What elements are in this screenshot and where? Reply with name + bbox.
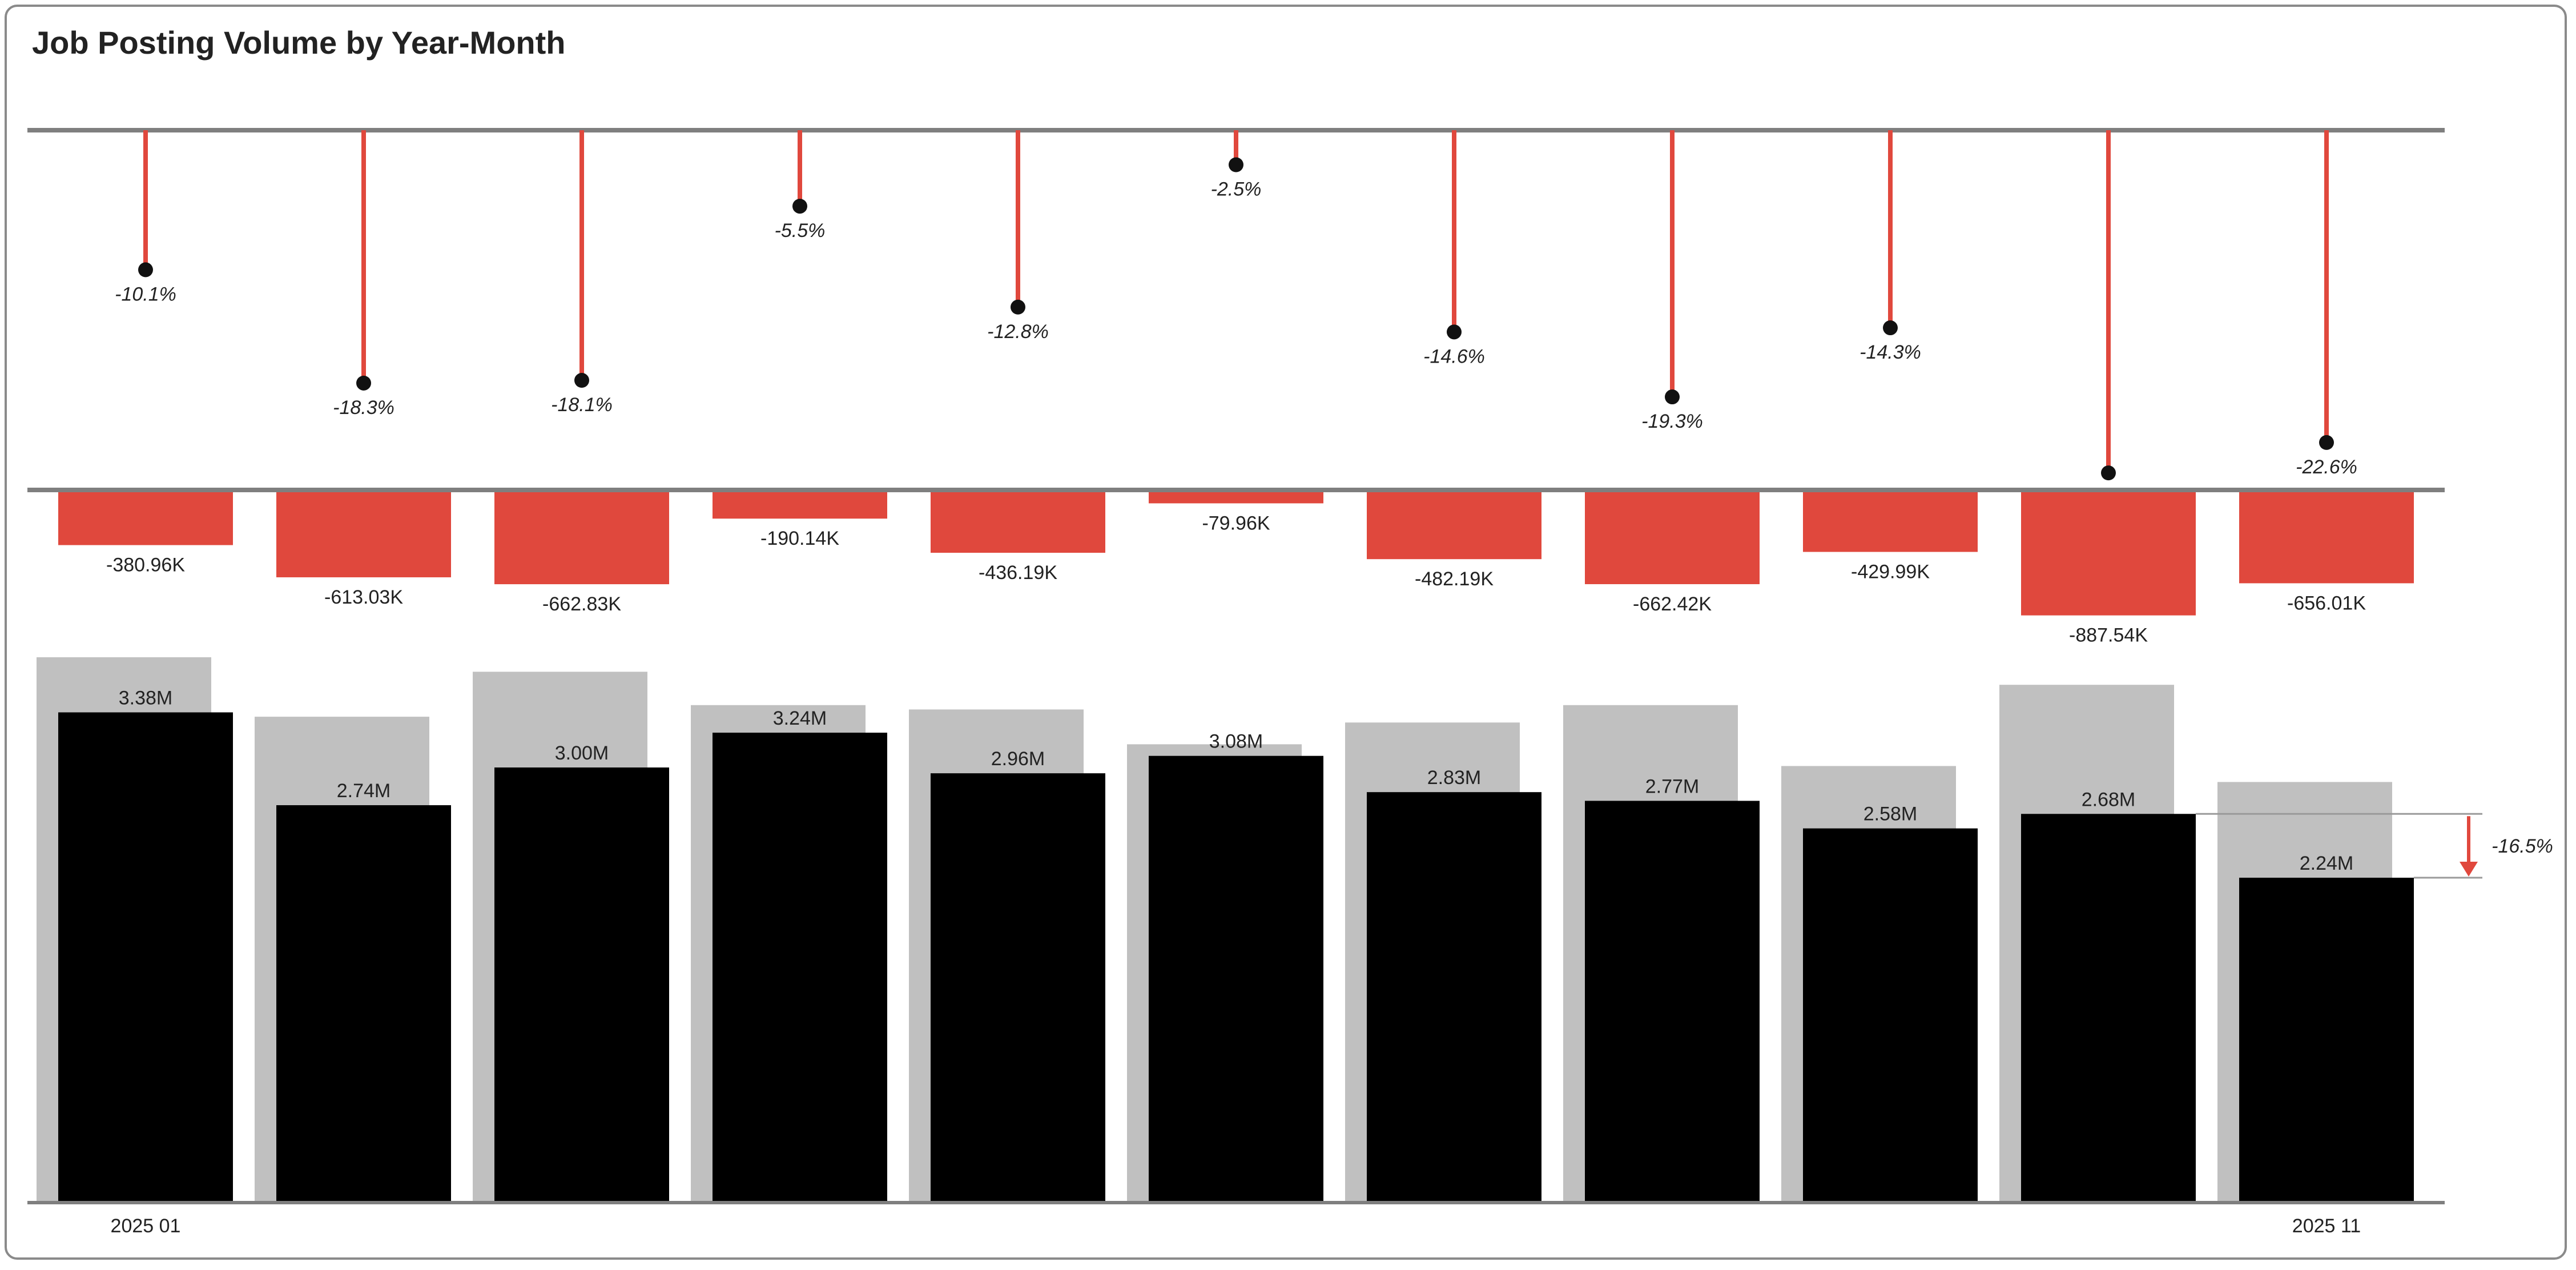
value-label: 2.83M bbox=[1427, 767, 1482, 789]
variance-bar bbox=[931, 492, 1105, 553]
current-bar bbox=[1367, 792, 1541, 1203]
variance-label: -436.19K bbox=[979, 562, 1057, 584]
value-label: 2.96M bbox=[991, 748, 1045, 770]
pct-marker bbox=[1011, 299, 1025, 315]
variance-label: -79.96K bbox=[1202, 512, 1270, 534]
pct-label: -18.1% bbox=[551, 394, 613, 416]
x-tick-label: 2025 11 bbox=[2292, 1215, 2361, 1237]
current-bar bbox=[2021, 814, 2196, 1203]
value-label: 3.08M bbox=[1209, 731, 1263, 753]
variance-label: -482.19K bbox=[1415, 568, 1494, 590]
pct-marker bbox=[1883, 320, 1898, 336]
pct-label: -19.3% bbox=[1641, 411, 1703, 432]
pct-label: -14.6% bbox=[1423, 345, 1485, 367]
value-label: 2.74M bbox=[337, 780, 391, 802]
pct-label: -2.5% bbox=[1211, 179, 1262, 200]
variance-bar bbox=[2021, 492, 2196, 616]
pct-label: -14.3% bbox=[1859, 341, 1921, 363]
pct-marker bbox=[1665, 389, 1680, 405]
current-bar bbox=[931, 773, 1105, 1203]
change-label: -16.5% bbox=[2492, 835, 2553, 857]
value-label: 2.58M bbox=[1863, 803, 1918, 825]
change-arrow-head bbox=[2460, 862, 2478, 877]
current-bar bbox=[1585, 801, 1760, 1203]
variance-bar bbox=[2239, 492, 2414, 584]
current-bar bbox=[276, 805, 451, 1203]
variance-bar bbox=[494, 492, 669, 585]
variance-label: -613.03K bbox=[324, 586, 403, 608]
pct-marker bbox=[2319, 435, 2334, 450]
pct-marker bbox=[1229, 157, 1243, 172]
value-label: 3.38M bbox=[119, 687, 173, 709]
variance-label: -190.14K bbox=[760, 528, 839, 549]
pct-marker bbox=[138, 262, 153, 278]
value-label: 3.24M bbox=[773, 708, 827, 729]
current-bar bbox=[1149, 755, 1323, 1203]
pct-label: -5.5% bbox=[775, 220, 826, 242]
current-bar bbox=[713, 733, 887, 1203]
variance-label: -662.83K bbox=[542, 593, 621, 615]
value-label: 2.68M bbox=[2082, 789, 2136, 810]
current-bar bbox=[2239, 878, 2414, 1203]
pct-label: -10.1% bbox=[115, 283, 176, 305]
pct-marker bbox=[574, 373, 589, 388]
x-tick-label: 2025 01 bbox=[111, 1215, 181, 1237]
pct-marker bbox=[792, 199, 807, 214]
variance-bar bbox=[1585, 492, 1760, 584]
current-bar bbox=[494, 767, 669, 1203]
variance-bar bbox=[1149, 492, 1323, 504]
variance-label: -887.54K bbox=[2069, 625, 2148, 646]
pct-label: -18.3% bbox=[333, 397, 395, 419]
value-label: 2.77M bbox=[1645, 775, 1700, 797]
variance-label: -656.01K bbox=[2287, 592, 2366, 614]
current-bar bbox=[1803, 828, 1978, 1203]
pct-marker bbox=[2101, 465, 2116, 481]
pct-marker bbox=[356, 375, 371, 391]
pct-marker bbox=[1447, 324, 1462, 340]
variance-label: -429.99K bbox=[1851, 561, 1930, 582]
chart-title: Job Posting Volume by Year-Month bbox=[32, 25, 566, 61]
variance-label: -380.96K bbox=[106, 554, 185, 576]
variance-bar bbox=[713, 492, 887, 519]
pct-label: -22.6% bbox=[2296, 456, 2357, 478]
current-bar bbox=[58, 712, 233, 1203]
pct-label: -12.8% bbox=[987, 321, 1049, 343]
variance-bar bbox=[1367, 492, 1541, 560]
variance-bar bbox=[58, 492, 233, 545]
variance-bar bbox=[1803, 492, 1978, 552]
variance-bar bbox=[276, 492, 451, 577]
variance-label: -662.42K bbox=[1633, 593, 1712, 615]
value-label: 3.00M bbox=[555, 742, 609, 764]
value-label: 2.24M bbox=[2300, 853, 2354, 874]
